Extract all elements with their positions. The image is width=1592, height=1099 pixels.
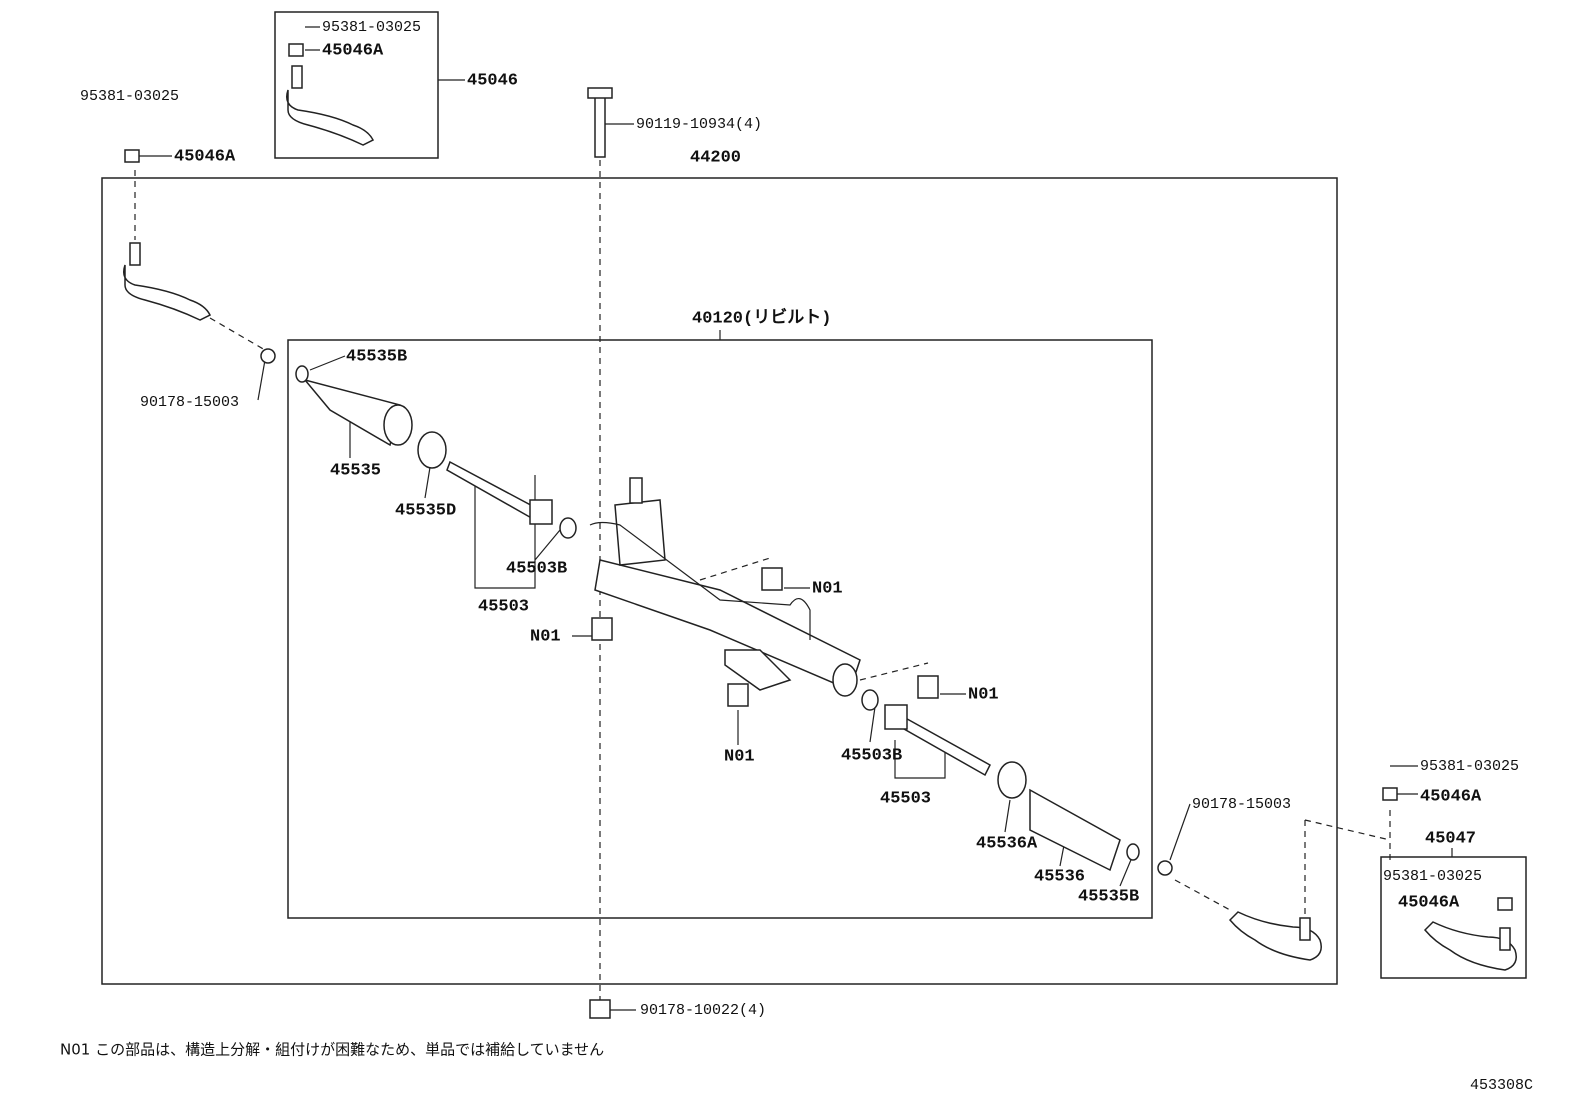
tie-rod-end	[1423, 921, 1517, 971]
clip	[1157, 860, 1173, 876]
part-number: N01	[968, 685, 999, 704]
part-number: 40120(リビルト)	[692, 307, 831, 328]
bushing	[727, 683, 749, 707]
kit-box	[1380, 856, 1527, 979]
bushing	[591, 617, 613, 641]
clamp	[295, 365, 309, 383]
kit-box	[274, 11, 439, 159]
part-number: 95381-03025	[322, 19, 421, 36]
tie-rod-end	[286, 89, 375, 146]
part-number: 90119-10934(4)	[636, 116, 762, 133]
valve-body	[614, 499, 666, 566]
part-number: 90178-10022(4)	[640, 1002, 766, 1019]
part-number: 45535	[330, 461, 381, 480]
dash-line	[1174, 879, 1231, 911]
nut	[589, 999, 611, 1019]
nut	[1382, 787, 1398, 801]
washer	[559, 517, 577, 539]
part-number: 90178-15003	[140, 394, 239, 411]
part-number: 45047	[1425, 829, 1476, 848]
ball-joint	[884, 704, 908, 730]
stud	[1499, 927, 1511, 951]
washer	[861, 689, 879, 711]
mount	[724, 649, 792, 691]
part-number: 45535D	[395, 501, 456, 520]
bushing	[761, 567, 783, 591]
dash-line	[209, 317, 266, 351]
assembly-box	[101, 177, 1338, 985]
bolt-head	[587, 87, 613, 99]
pipe	[589, 521, 811, 640]
footnote: N01 この部品は、構造上分解・組付けが困難なため、単品では補給していません	[60, 1041, 604, 1059]
stud	[291, 65, 303, 89]
part-number: 90178-15003	[1192, 796, 1291, 813]
part-number: 45046A	[1420, 787, 1482, 806]
boot	[302, 378, 401, 447]
pinion	[629, 477, 643, 504]
clip	[260, 348, 276, 364]
part-number: 45536	[1034, 867, 1085, 886]
part-number: 45503	[880, 789, 931, 808]
part-number: 45046A	[1398, 893, 1460, 912]
clamp	[1126, 843, 1140, 861]
tie-rod-end	[1228, 911, 1322, 961]
nut	[288, 43, 304, 57]
part-number: 45536A	[976, 834, 1038, 853]
dash-line	[1304, 810, 1391, 920]
part-number: 95381-03025	[1420, 758, 1519, 775]
nut	[1497, 897, 1513, 911]
part-number: 45503	[478, 597, 529, 616]
bushing	[917, 675, 939, 699]
leader-line	[138, 26, 1453, 1011]
inner-tie-rod	[896, 713, 991, 777]
boot	[1029, 788, 1121, 872]
part-number: N01	[530, 627, 561, 646]
tie-rod-end	[123, 264, 212, 321]
clamp	[997, 761, 1027, 799]
part-number: 45535B	[346, 347, 407, 366]
part-number: 95381-03025	[1383, 868, 1482, 885]
part-number: 45046A	[322, 41, 384, 60]
part-number: 45503B	[841, 746, 902, 765]
stud	[1299, 917, 1311, 941]
part-number: N01	[812, 579, 843, 598]
housing-end	[832, 663, 858, 697]
part-number: 44200	[690, 148, 741, 167]
part-number: 45046A	[174, 147, 236, 166]
part-number: 45046	[467, 71, 518, 90]
boot-end	[383, 404, 413, 446]
figure-id: 453308C	[1470, 1077, 1533, 1094]
part-number: N01	[724, 747, 755, 766]
bolt	[594, 94, 606, 158]
inner-tie-rod	[446, 460, 541, 522]
part-number: 95381-03025	[80, 88, 179, 105]
nut	[124, 149, 140, 163]
clamp	[417, 431, 447, 469]
dash-line	[699, 557, 929, 681]
stud	[129, 242, 141, 266]
part-number: 45503B	[506, 559, 567, 578]
part-number: 45535B	[1078, 887, 1139, 906]
ball-joint	[529, 499, 553, 525]
